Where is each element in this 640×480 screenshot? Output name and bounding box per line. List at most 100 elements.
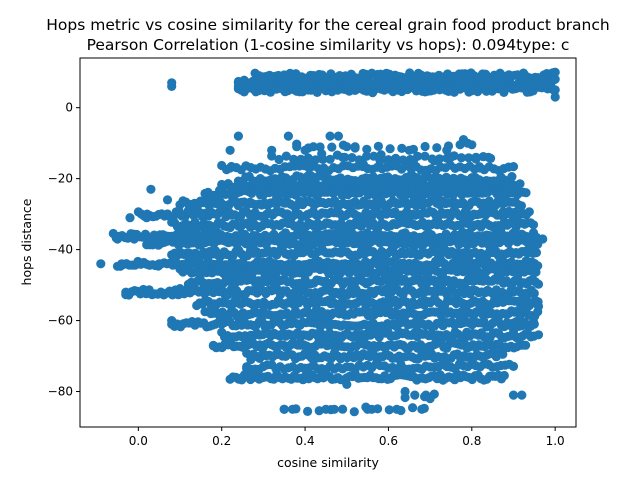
y-tick-label: −40 (48, 243, 73, 257)
data-point (456, 153, 466, 163)
data-point (531, 248, 542, 258)
data-point (283, 131, 293, 141)
x-tick-label: 0.0 (129, 434, 148, 448)
data-point (137, 287, 148, 297)
data-point (125, 213, 135, 223)
data-point (499, 370, 509, 381)
data-point (420, 141, 430, 152)
data-point (358, 159, 368, 169)
data-point (433, 372, 444, 382)
data-point (446, 152, 456, 162)
data-point (342, 142, 352, 152)
data-point (524, 207, 534, 217)
data-point (183, 252, 193, 262)
data-point (325, 154, 335, 164)
data-point (225, 163, 235, 173)
x-axis-label: cosine similarity (277, 455, 379, 470)
y-tick-label: 0 (65, 101, 73, 115)
data-point (267, 145, 277, 155)
data-point (550, 92, 560, 102)
data-point (492, 362, 502, 372)
data-point (475, 163, 485, 173)
data-point (183, 206, 193, 216)
data-point (400, 386, 410, 397)
data-point (303, 406, 313, 416)
data-point (192, 259, 202, 269)
data-point (200, 227, 210, 237)
data-point (275, 174, 285, 184)
data-point (463, 138, 473, 148)
data-point (373, 141, 383, 151)
data-point (483, 152, 494, 162)
data-point (450, 372, 460, 382)
data-point (362, 144, 372, 154)
data-point (550, 67, 560, 77)
data-point (516, 201, 527, 211)
data-point (425, 394, 435, 404)
data-point (507, 172, 517, 182)
data-point (500, 195, 510, 205)
data-point (146, 184, 156, 194)
data-point (329, 404, 339, 414)
data-point (281, 151, 291, 161)
data-point (398, 155, 408, 165)
data-point (529, 319, 539, 329)
data-point (300, 145, 310, 155)
data-point (369, 151, 379, 161)
data-point (420, 151, 430, 161)
data-point (375, 156, 385, 166)
data-point (317, 149, 327, 159)
data-point (521, 340, 531, 350)
data-point (217, 202, 227, 212)
data-point (397, 143, 407, 153)
data-point (383, 159, 393, 169)
data-point (208, 301, 218, 311)
data-point (347, 153, 357, 163)
data-point (362, 151, 372, 161)
data-point (404, 145, 414, 155)
x-axis-ticks: 0.0 0.2 0.4 0.6 0.8 1.0 (129, 427, 565, 448)
data-point (408, 156, 418, 166)
data-point (429, 156, 439, 166)
data-point (515, 179, 525, 189)
data-point (304, 156, 314, 166)
y-tick-label: −60 (48, 314, 73, 328)
data-point (517, 390, 527, 400)
data-point (117, 259, 127, 269)
data-point (521, 188, 531, 198)
chart-title: Hops metric vs cosine similarity for the… (46, 16, 609, 34)
data-point (533, 330, 544, 340)
data-point (442, 145, 452, 155)
data-point (385, 144, 395, 154)
data-point (533, 279, 544, 289)
data-point (342, 379, 352, 389)
data-point (129, 234, 139, 244)
data-point (508, 390, 519, 400)
y-tick-label: −20 (48, 172, 73, 186)
data-point (350, 142, 360, 152)
data-point (325, 131, 335, 141)
data-point (112, 234, 123, 244)
chart-subtitle: Pearson Correlation (1-cosine similarity… (87, 36, 570, 54)
data-point (327, 142, 337, 152)
x-tick-label: 0.2 (212, 434, 231, 448)
data-point (391, 153, 401, 163)
data-point (533, 301, 544, 311)
data-point (550, 85, 560, 95)
data-point (96, 259, 106, 269)
data-point (225, 145, 235, 155)
data-point (296, 154, 306, 164)
data-point (133, 259, 143, 269)
plot-frame (79, 57, 577, 428)
data-point (162, 195, 173, 205)
data-point (175, 284, 185, 294)
data-point (550, 74, 560, 84)
data-point (289, 154, 299, 164)
data-point (258, 372, 268, 382)
data-point (233, 78, 243, 88)
data-point (150, 234, 160, 244)
data-point (274, 154, 284, 165)
data-point (154, 259, 164, 269)
data-point (308, 142, 318, 152)
data-point (529, 288, 539, 298)
